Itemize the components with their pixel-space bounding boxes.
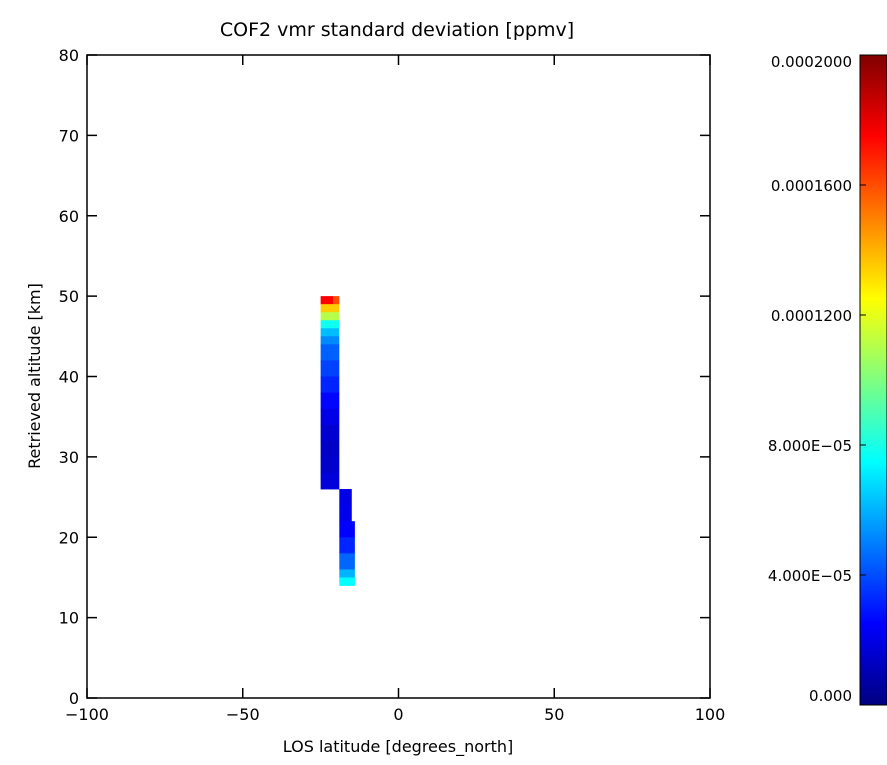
heatmap-cell bbox=[339, 577, 355, 586]
colorbar-tick-label: 8.000E−05 bbox=[768, 437, 852, 455]
y-tick-label: 40 bbox=[59, 368, 79, 387]
heatmap-cell bbox=[320, 440, 340, 458]
x-tick-label: −100 bbox=[65, 705, 109, 724]
chart-title: COF2 vmr standard deviation [ppmv] bbox=[220, 19, 574, 41]
y-tick-label: 50 bbox=[59, 287, 79, 306]
heatmap-cell bbox=[339, 521, 355, 538]
colorbar-tick-label: 4.000E−05 bbox=[768, 567, 852, 585]
heatmap-cell bbox=[320, 320, 340, 329]
x-axis-label: LOS latitude [degrees_north] bbox=[283, 737, 513, 757]
colorbar-tick-label: 0.000 bbox=[809, 687, 852, 705]
heatmap-cell bbox=[320, 424, 340, 442]
colorbar-tick-label: 0.0002000 bbox=[771, 53, 852, 71]
heatmap-cell bbox=[339, 489, 352, 506]
x-tick-label: −50 bbox=[226, 705, 260, 724]
heatmap-cell bbox=[320, 336, 340, 345]
heatmap-cell bbox=[320, 376, 340, 393]
heatmap-cell bbox=[320, 392, 340, 410]
x-axis-ticks: −100 −50 0 50 100 bbox=[65, 55, 725, 724]
colorbar-ticks: 0.000 4.000E−05 8.000E−05 0.0001200 0.000160… bbox=[768, 53, 866, 706]
y-tick-label: 80 bbox=[59, 46, 79, 65]
heatmap-cell bbox=[339, 569, 355, 578]
y-tick-label: 30 bbox=[59, 448, 79, 467]
y-tick-label: 0 bbox=[69, 689, 79, 708]
heatmap-cell bbox=[320, 408, 340, 426]
colorbar-tick-label: 0.0001200 bbox=[771, 307, 852, 325]
plot-frame bbox=[86, 54, 711, 699]
heatmap-cell bbox=[339, 505, 352, 522]
heatmap-cell bbox=[339, 553, 355, 570]
colorbar bbox=[859, 54, 887, 706]
y-axis-label: Retrieved altitude [km] bbox=[25, 283, 44, 469]
y-tick-label: 70 bbox=[59, 126, 79, 145]
heatmap-cell bbox=[320, 296, 334, 305]
x-tick-label: 50 bbox=[544, 705, 564, 724]
colorbar-tick-label: 0.0001600 bbox=[771, 177, 852, 195]
heatmap-cell bbox=[320, 456, 340, 474]
heatmap-cells bbox=[320, 296, 355, 586]
heatmap-cell bbox=[320, 312, 340, 321]
y-tick-label: 20 bbox=[59, 528, 79, 547]
heatmap-cell bbox=[320, 328, 340, 337]
heatmap-cell bbox=[333, 296, 340, 305]
heatmap-cell bbox=[320, 360, 340, 377]
heatmap-cell bbox=[320, 472, 340, 490]
y-tick-label: 10 bbox=[59, 609, 79, 628]
y-tick-label: 60 bbox=[59, 207, 79, 226]
x-tick-label: 100 bbox=[695, 705, 726, 724]
heatmap-cell bbox=[320, 344, 340, 361]
heatmap-cell bbox=[339, 537, 355, 554]
x-tick-label: 0 bbox=[393, 705, 403, 724]
y-axis-ticks: 0 10 20 30 40 50 60 70 80 bbox=[59, 46, 710, 708]
heatmap-cell bbox=[320, 304, 340, 313]
